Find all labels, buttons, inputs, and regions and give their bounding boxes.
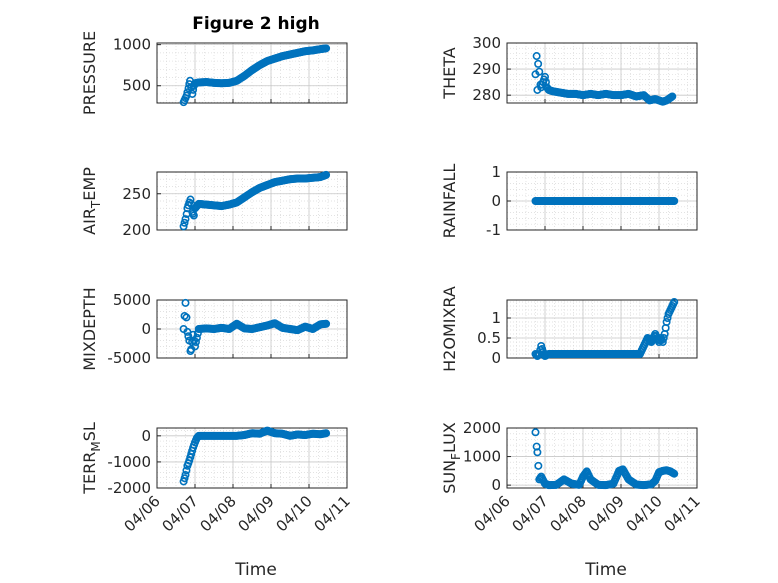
data-point — [322, 429, 331, 438]
data-point — [658, 337, 667, 346]
data-series — [179, 170, 331, 231]
data-series — [531, 428, 679, 490]
y-tick-label: 0 — [491, 349, 501, 367]
x-tick-label: 04/08 — [547, 492, 590, 535]
subplot-7: -2000-10000TERRMSL04/0604/0704/0804/0904… — [80, 422, 354, 535]
y-tick-label: -1 — [486, 221, 501, 239]
data-point — [670, 297, 679, 306]
y-tick-label: 290 — [472, 60, 501, 78]
data-point — [184, 332, 193, 341]
y-tick-label: 0 — [491, 192, 501, 210]
data-point — [186, 195, 195, 204]
y-tick-label: -1000 — [107, 453, 151, 471]
subplot-5: -5000 0 5000 MIXDEPTH — [80, 287, 348, 371]
y-axis-label: MIXDEPTH — [80, 287, 99, 370]
subplot-2: 280 290 300 THETA — [440, 34, 698, 106]
data-point — [181, 298, 190, 307]
y-tick-label: 280 — [472, 86, 501, 104]
data-point — [533, 448, 542, 457]
y-axis-label: THETA — [440, 47, 459, 99]
data-point — [191, 338, 200, 347]
y-tick-label: 500 — [122, 77, 151, 95]
data-point — [659, 333, 668, 342]
data-point — [191, 342, 200, 351]
y-tick-label: 300 — [472, 34, 501, 52]
data-point — [181, 470, 190, 479]
y-tick-label: 0 — [141, 320, 151, 338]
x-tick-label: 04/06 — [121, 492, 164, 535]
x-tick-label: 04/10 — [273, 492, 316, 535]
x-axis-label-left: Time — [234, 560, 277, 580]
data-point — [188, 89, 197, 98]
x-tick-label: 04/10 — [623, 492, 666, 535]
data-series — [531, 52, 677, 106]
data-point — [322, 44, 331, 53]
x-tick-label: 04/07 — [509, 492, 552, 535]
axes-box — [156, 171, 348, 231]
subplot-8: 010002000SUNFLUX04/0604/0704/0804/0904/1… — [440, 419, 704, 535]
data-point — [179, 222, 188, 231]
y-axis-label: TERRMSL — [80, 422, 103, 495]
x-tick-label: 04/09 — [585, 492, 628, 535]
y-axis-label: H2OMIXRA — [440, 286, 459, 372]
data-point — [531, 428, 540, 437]
y-tick-label: 250 — [122, 185, 151, 203]
data-point — [534, 59, 543, 68]
subplot-4: -1 0 1 RAINFALL — [440, 163, 698, 239]
data-series — [179, 298, 331, 356]
x-tick-label: 04/11 — [311, 492, 354, 535]
y-tick-label: 0 — [491, 476, 501, 494]
data-point — [322, 170, 331, 179]
y-tick-label: 0.5 — [477, 329, 501, 347]
figure-title: Figure 2 high — [192, 14, 320, 34]
subplot-6: 0 0.5 1 H2OMIXRA — [440, 286, 698, 372]
data-point — [182, 313, 191, 322]
subplot-3: 200 250 AIRTEMP — [80, 167, 348, 239]
axes-box — [156, 427, 348, 489]
y-tick-label: 2000 — [463, 419, 501, 437]
y-tick-label: 200 — [122, 221, 151, 239]
y-tick-label: -5000 — [107, 349, 151, 367]
x-tick-label: 04/09 — [235, 492, 278, 535]
subplot-1: 500 1000 PRESSURE — [80, 31, 348, 115]
data-point — [192, 333, 201, 342]
data-point — [534, 461, 543, 470]
y-axis-label: AIRTEMP — [80, 167, 103, 235]
data-series — [179, 426, 331, 486]
data-point — [180, 218, 189, 227]
data-point — [532, 52, 541, 61]
x-tick-label: 04/06 — [471, 492, 514, 535]
data-point — [322, 319, 331, 328]
data-point — [662, 317, 671, 326]
y-tick-label: 1 — [491, 163, 501, 181]
data-point — [182, 466, 191, 475]
y-axis-label: PRESSURE — [80, 31, 99, 115]
data-point — [668, 92, 677, 101]
x-tick-label: 04/08 — [197, 492, 240, 535]
y-tick-label: 1 — [491, 309, 501, 327]
y-tick-label: 1000 — [463, 448, 501, 466]
data-series — [179, 44, 331, 107]
data-point — [670, 197, 679, 206]
y-axis-label: RAINFALL — [440, 164, 459, 239]
x-tick-label: 04/11 — [661, 492, 704, 535]
data-point — [535, 67, 544, 76]
x-tick-label: 04/07 — [159, 492, 202, 535]
data-point — [540, 72, 549, 81]
y-tick-label: 1000 — [113, 36, 151, 54]
data-series — [531, 197, 679, 206]
x-axis-label-right: Time — [584, 560, 627, 580]
data-point — [670, 469, 679, 478]
data-series — [531, 297, 679, 360]
y-tick-label: -2000 — [107, 479, 151, 497]
y-tick-label: 0 — [141, 427, 151, 445]
y-axis-label: SUNFLUX — [440, 422, 463, 494]
data-point — [189, 211, 198, 220]
data-point — [181, 215, 190, 224]
axes-box — [506, 42, 698, 104]
y-tick-label: 5000 — [113, 291, 151, 309]
axes-box — [156, 42, 348, 104]
